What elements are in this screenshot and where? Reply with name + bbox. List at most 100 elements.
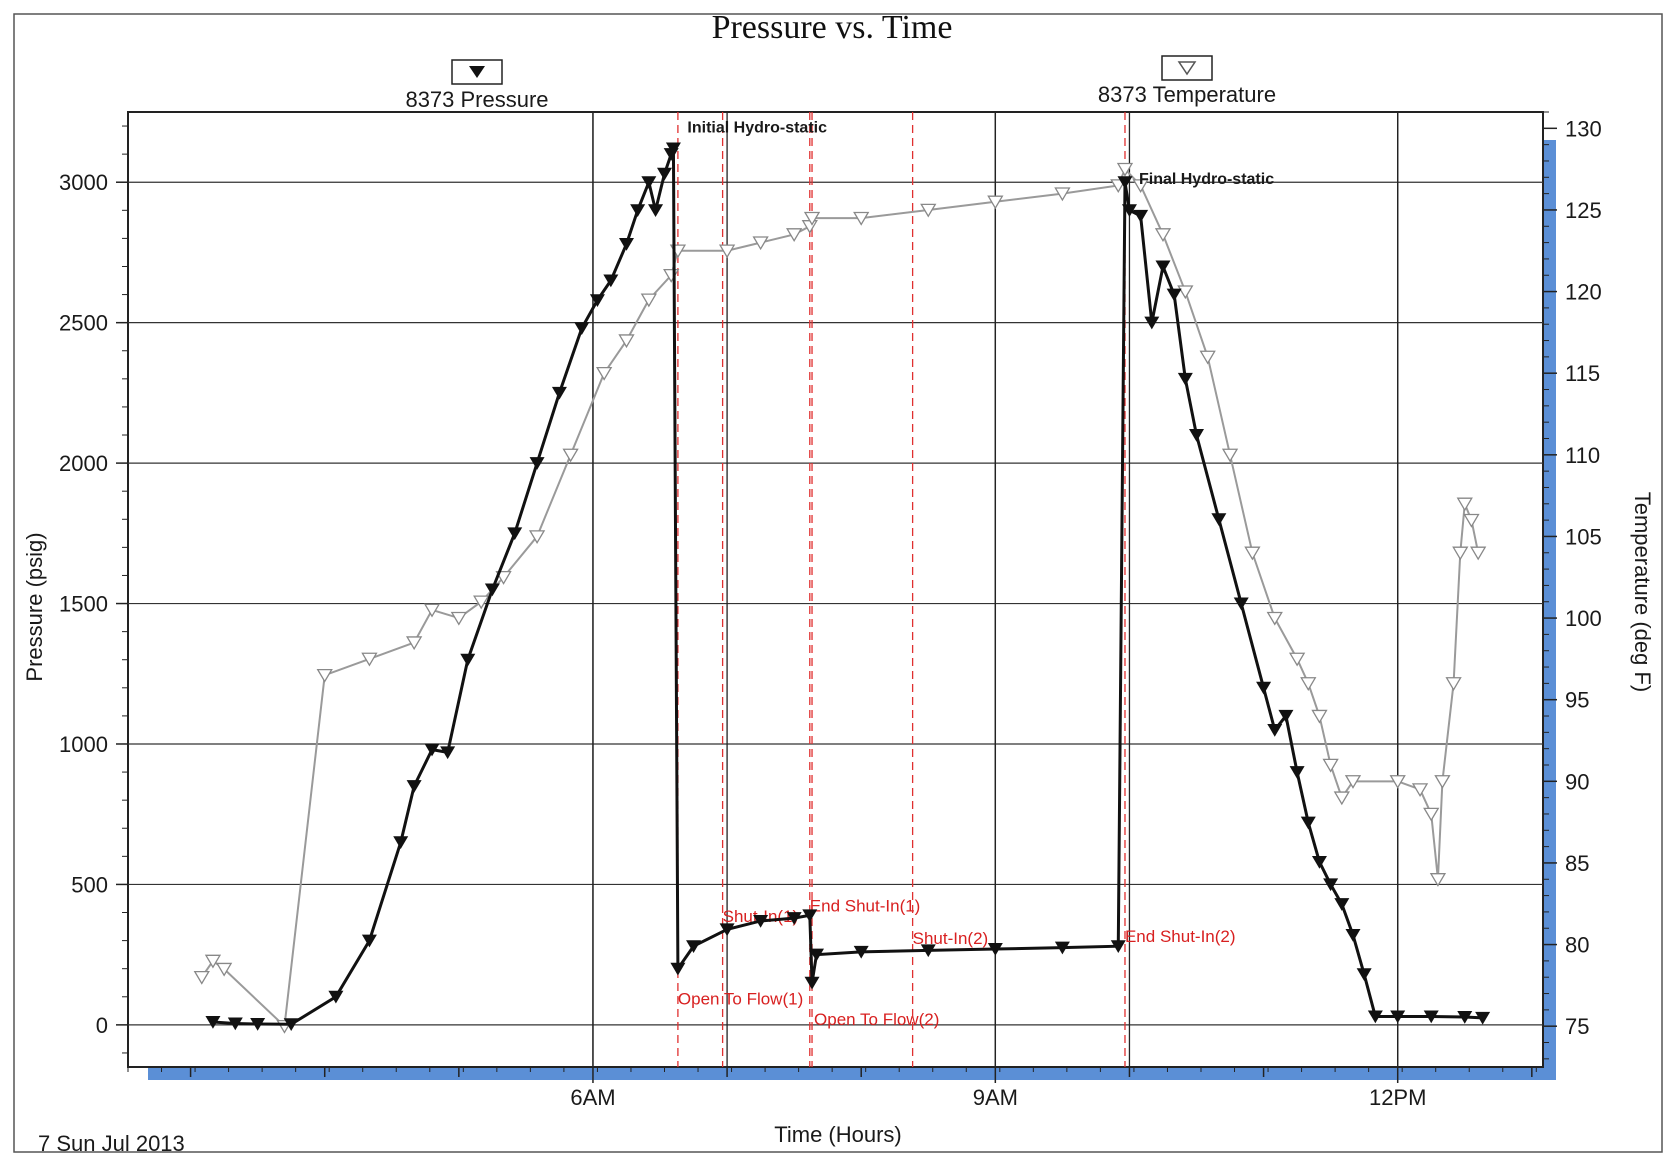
pressure-point bbox=[460, 653, 476, 667]
annotation-label: Initial Hydro-static bbox=[687, 120, 827, 137]
y-right-tick-label: 120 bbox=[1565, 280, 1602, 305]
pressure-point bbox=[630, 204, 646, 218]
temperature-point bbox=[1389, 775, 1406, 789]
event-label: End Shut-In(2) bbox=[1125, 927, 1236, 946]
y-right-tick-label: 110 bbox=[1565, 443, 1600, 468]
temperature-point bbox=[1429, 873, 1447, 887]
y-left-tick-label: 2000 bbox=[59, 451, 108, 476]
event-label: Open To Flow(1) bbox=[678, 989, 803, 1008]
pressure-point bbox=[802, 909, 818, 923]
temperature-point bbox=[1322, 758, 1339, 773]
pressure-series bbox=[205, 142, 1491, 1032]
x-axis-label: Time (Hours) bbox=[774, 1122, 902, 1147]
temperature-point bbox=[1434, 775, 1451, 789]
pressure-point bbox=[1311, 855, 1327, 869]
temperature-point bbox=[640, 293, 657, 308]
temperature-point bbox=[1333, 791, 1350, 806]
event-label: Shut-In(2) bbox=[913, 929, 989, 948]
temperature-point bbox=[1054, 187, 1071, 202]
pressure-point bbox=[1256, 681, 1272, 695]
pressure-point bbox=[670, 962, 686, 976]
pressure-point bbox=[853, 945, 869, 959]
temperature-point bbox=[803, 211, 821, 226]
pressure-point bbox=[406, 780, 422, 793]
y-right-tick-label: 115 bbox=[1565, 361, 1600, 386]
axes: 0 500 1000 1500 2000 2500 3000 75 80 85 90 95 100 105… bbox=[59, 111, 1602, 1110]
temperature-point bbox=[193, 970, 210, 985]
legend-pressure-marker bbox=[469, 66, 485, 78]
temperature-point bbox=[987, 195, 1004, 210]
pressure-point bbox=[641, 176, 657, 189]
temperature-point bbox=[1132, 179, 1149, 194]
pressure-point bbox=[1289, 766, 1305, 779]
temperature-point bbox=[1344, 775, 1362, 789]
pressure-point bbox=[1189, 429, 1205, 442]
temperature-point bbox=[1300, 677, 1317, 691]
pressure-point bbox=[1054, 941, 1070, 955]
pressure-point bbox=[665, 142, 681, 156]
pressure-point bbox=[719, 923, 735, 937]
event-label: Open To Flow(2) bbox=[814, 1010, 939, 1029]
pressure-point bbox=[1475, 1011, 1491, 1025]
pressure-point bbox=[603, 274, 619, 288]
temperature-point bbox=[405, 636, 423, 651]
temperature-point bbox=[1452, 546, 1469, 561]
temperature-point bbox=[752, 236, 769, 251]
pressure-point bbox=[1121, 204, 1137, 218]
temperature-point bbox=[1445, 677, 1462, 691]
x-tick-label: 12PM bbox=[1369, 1085, 1426, 1110]
pressure-point bbox=[393, 836, 409, 850]
temperature-point bbox=[1463, 513, 1480, 528]
temperature-point bbox=[562, 448, 579, 463]
pressure-point bbox=[227, 1017, 243, 1031]
pressure-point bbox=[1323, 878, 1339, 892]
temperature-point bbox=[853, 211, 870, 226]
temperature-point bbox=[316, 668, 333, 683]
pressure-point bbox=[440, 746, 456, 760]
y-right-tick-label: 100 bbox=[1565, 606, 1602, 631]
legend-temperature-marker bbox=[1177, 61, 1197, 76]
temperature-point bbox=[1423, 807, 1440, 822]
pressure-point bbox=[1166, 288, 1182, 302]
pressure-point bbox=[1334, 898, 1350, 911]
pressure-point bbox=[808, 948, 824, 962]
pressure-point bbox=[250, 1018, 266, 1031]
pressure-point bbox=[1233, 597, 1249, 611]
pressure-point bbox=[786, 912, 802, 925]
pressure-point bbox=[1267, 723, 1283, 737]
temperature-point bbox=[204, 954, 222, 969]
temperature-point bbox=[1470, 546, 1487, 561]
temperature-point bbox=[596, 366, 613, 381]
y-right-tick-label: 125 bbox=[1565, 198, 1602, 223]
event-label: End Shut-In(1) bbox=[810, 896, 921, 915]
pressure-point bbox=[686, 940, 702, 953]
legend-pressure: 8373 Pressure bbox=[405, 59, 549, 112]
pressure-point bbox=[1356, 968, 1372, 982]
temperature-point bbox=[1456, 497, 1473, 512]
pressure-point bbox=[987, 943, 1003, 956]
temperature-point bbox=[423, 603, 441, 618]
temperature-point bbox=[1266, 611, 1283, 626]
pressure-point bbox=[589, 294, 605, 307]
annotations: Initial Hydro-static Final Hydro-static bbox=[687, 120, 1274, 189]
date-label: 7 Sun Jul 2013 bbox=[38, 1131, 185, 1156]
pressure-point bbox=[328, 990, 344, 1004]
y-right-tick-label: 80 bbox=[1565, 933, 1589, 958]
temperature-point bbox=[528, 530, 546, 545]
pressure-point bbox=[920, 944, 936, 958]
y-left-tick-label: 2500 bbox=[59, 311, 108, 336]
temperature-point bbox=[786, 228, 803, 243]
pressure-point bbox=[484, 583, 500, 597]
pressure-point bbox=[753, 914, 769, 928]
temperature-series bbox=[193, 162, 1487, 1034]
pressure-point bbox=[1300, 816, 1316, 830]
pressure-point bbox=[1211, 513, 1227, 527]
y-right-tick-label: 105 bbox=[1565, 524, 1602, 549]
temperature-point bbox=[1311, 709, 1328, 724]
temperature-point bbox=[1411, 783, 1429, 798]
pressure-point bbox=[1345, 928, 1361, 942]
pressure-point bbox=[1110, 940, 1126, 953]
y-right-tick-label: 95 bbox=[1565, 688, 1589, 713]
temperature-point bbox=[1199, 350, 1216, 365]
